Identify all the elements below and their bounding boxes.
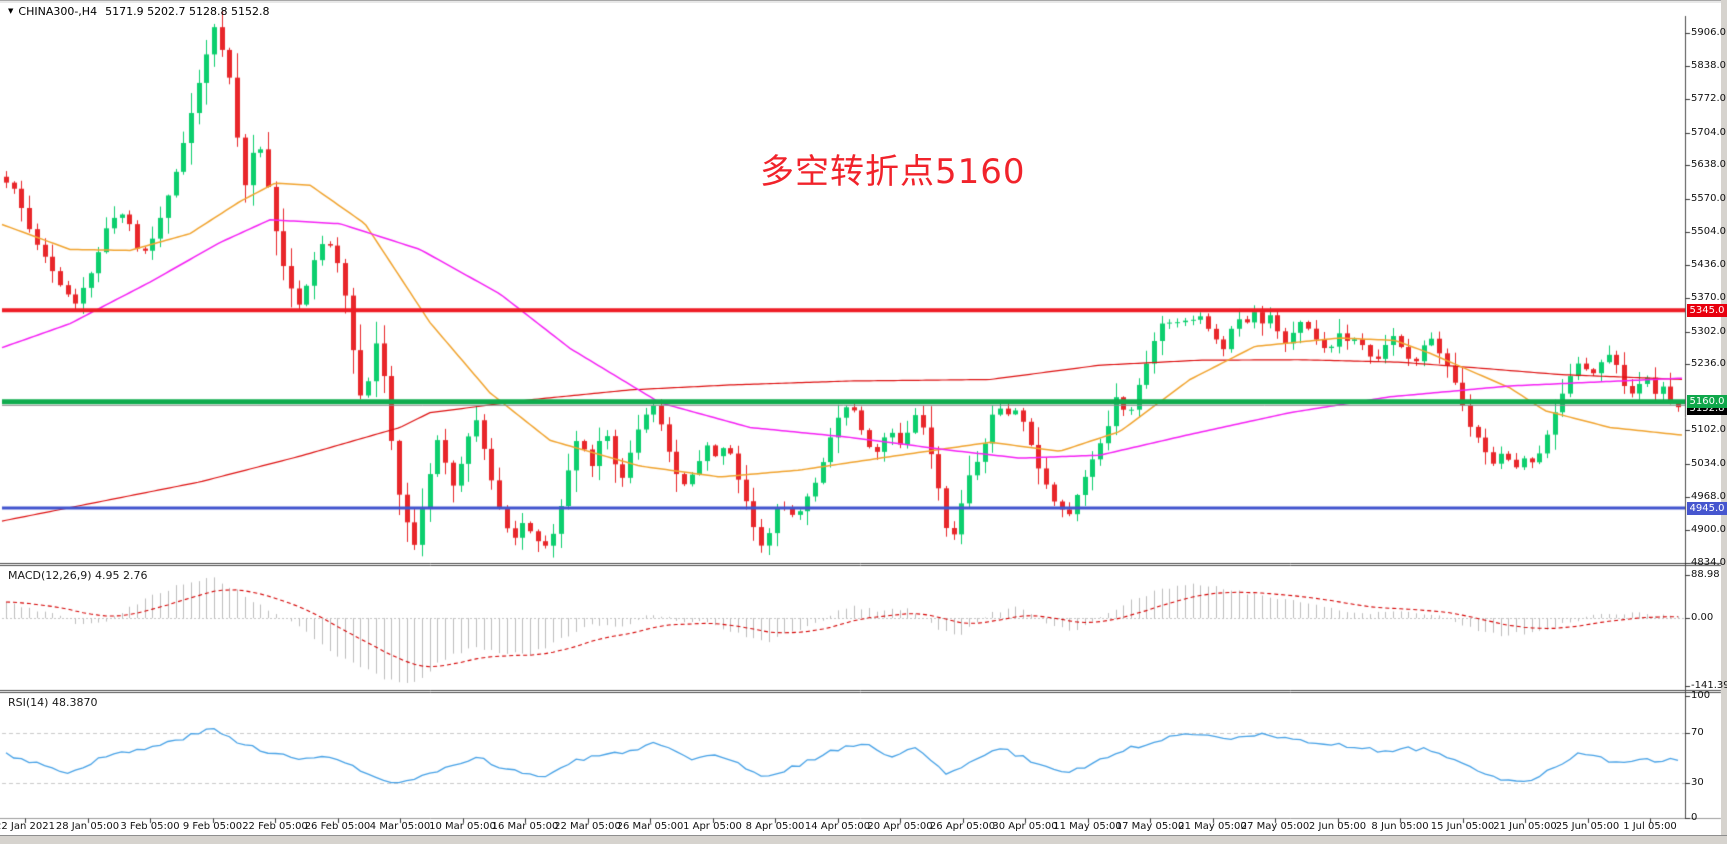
time-axis-label: 3 Feb 05:00 <box>120 821 180 832</box>
time-axis-label: 26 Mar 05:00 <box>616 821 684 832</box>
time-axis-label: 8 Jun 05:00 <box>1371 821 1429 832</box>
time-axis-label: 21 May 05:00 <box>1178 821 1247 832</box>
time-axis-label: 26 Feb 05:00 <box>304 821 371 832</box>
macd-axis-label: 88.98 <box>1691 569 1720 581</box>
time-axis-label: 30 Apr 05:00 <box>992 821 1058 832</box>
time-axis-label: 14 Apr 05:00 <box>804 821 871 832</box>
time-axis-label: 16 Mar 05:00 <box>491 821 559 832</box>
macd-axis-label: -141.39 <box>1691 680 1727 692</box>
time-axis-label: 22 Mar 05:00 <box>554 821 621 832</box>
time-axis-label: 25 Jun 05:00 <box>1555 821 1620 832</box>
rsi-axis-label: 70 <box>1691 727 1704 738</box>
time-axis-label: 21 Jun 05:00 <box>1493 821 1557 832</box>
time-axis-label: 26 Apr 05:00 <box>929 821 996 832</box>
rsi-axis-label: 0 <box>1691 812 1698 823</box>
time-axis-label: 28 Jan 05:00 <box>55 821 120 832</box>
time-axis-label: 1 Apr 05:00 <box>683 821 742 832</box>
time-axis-label: 4 Mar 05:00 <box>369 821 431 832</box>
time-axis-label: 10 Mar 05:00 <box>429 821 496 832</box>
time-axis-label: 17 May 05:00 <box>1115 821 1185 832</box>
time-axis-label: 22 Feb 05:00 <box>242 821 308 832</box>
time-axis-label: 9 Feb 05:00 <box>182 821 243 832</box>
macd-axis-label: 0.00 <box>1691 612 1714 624</box>
rsi-axis-label: 100 <box>1691 689 1711 701</box>
time-axis-label: 11 May 05:00 <box>1053 821 1122 832</box>
rsi-axis-label: 30 <box>1691 777 1704 788</box>
time-axis-label: 27 May 05:00 <box>1240 821 1310 832</box>
time-axis-label: 1 Jul 05:00 <box>1623 821 1677 832</box>
time-axis-label: 22 Jan 2021 <box>0 821 55 832</box>
time-axis-label: 15 Jun 05:00 <box>1430 821 1495 832</box>
time-axis-label: 2 Jun 05:00 <box>1308 821 1367 832</box>
time-axis-label: 20 Apr 05:00 <box>867 821 933 832</box>
time-axis-label: 8 Apr 05:00 <box>745 821 805 832</box>
